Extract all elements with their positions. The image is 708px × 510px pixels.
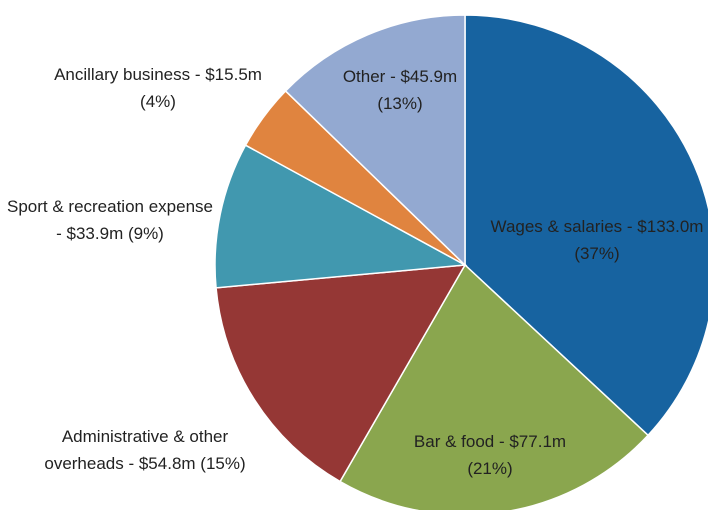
data-label: Wages & salaries - $133.0m (37%) [490, 217, 704, 263]
data-label: Administrative & other overheads - $54.8… [44, 427, 246, 473]
pie-slice [464, 14, 708, 437]
data-label: Sport & recreation expense - $33.9m (9%) [6, 197, 213, 243]
data-label: Bar & food - $77.1m (21%) [413, 432, 567, 478]
pie-slice [214, 144, 468, 289]
data-label: Other - $45.9m (13%) [342, 67, 458, 113]
data-label: Ancillary business - $15.5m (4%) [54, 65, 262, 111]
pie-slice [339, 263, 650, 510]
pie-slice [284, 14, 466, 267]
pie-slice [215, 264, 467, 483]
